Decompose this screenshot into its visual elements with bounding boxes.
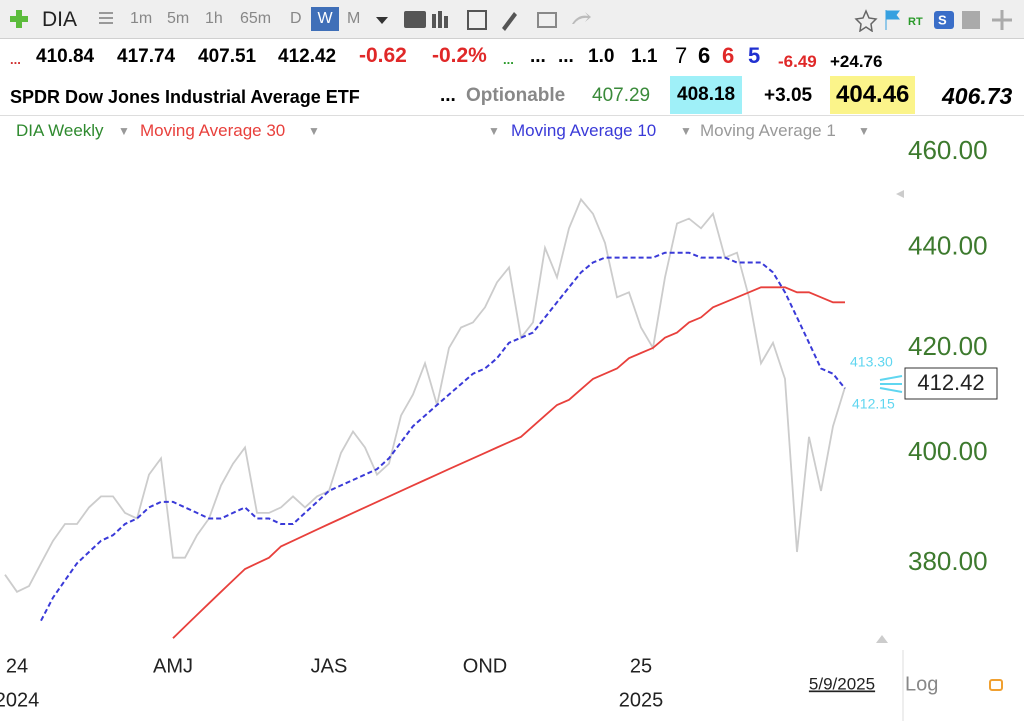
price-tag: 413.30 — [850, 354, 893, 370]
x-tick-label: JAS — [311, 655, 348, 677]
timeframe[interactable]: 1h — [205, 10, 223, 27]
y-tick-label: 420.00 — [908, 331, 988, 361]
svg-text:S: S — [938, 12, 947, 27]
last-price-label: 412.42 — [917, 370, 984, 395]
low: 407.51 — [198, 46, 257, 67]
series-line — [4, 197, 846, 593]
legend-item[interactable]: Moving Average 1 — [700, 121, 836, 140]
quote-field: ... — [530, 46, 546, 67]
y-tick-label: 460.00 — [908, 135, 988, 165]
x-year-label: 2025 — [619, 689, 664, 711]
change-pct: -0.2% — [432, 44, 487, 67]
svg-text:RT: RT — [908, 16, 923, 28]
scroll-arrow — [876, 635, 888, 643]
settings-icon[interactable] — [989, 679, 1003, 691]
series-line — [172, 286, 845, 639]
quote-field: -6.49 — [778, 52, 817, 71]
legend-item[interactable]: Moving Average 10 — [511, 121, 657, 140]
price-highlight: 408.18 — [670, 76, 743, 114]
x-tick-label: OND — [463, 655, 507, 677]
rank: 6 — [698, 43, 711, 68]
symbol[interactable]: DIA — [42, 8, 78, 31]
timeframe[interactable]: 65m — [240, 10, 272, 27]
date-label[interactable]: 5/9/2025 — [809, 674, 875, 693]
more: ... — [440, 85, 456, 106]
rank: 5 — [748, 43, 761, 68]
timeframe[interactable]: 1m — [130, 10, 153, 27]
y-tick-label: 400.00 — [908, 436, 988, 466]
x-tick-label: AMJ — [153, 655, 193, 677]
x-tick-label: 24 — [6, 655, 28, 677]
timeframe-selected[interactable]: W — [311, 7, 339, 31]
high: 417.74 — [117, 46, 176, 67]
series-line — [40, 251, 846, 622]
y-tick-label: 380.00 — [908, 546, 988, 576]
status-dots: ... — [10, 52, 21, 67]
security-name: SPDR Dow Jones Industrial Average ETF — [10, 87, 360, 107]
change: -0.62 — [359, 44, 407, 67]
add-icon[interactable] — [8, 8, 30, 30]
timeframe[interactable]: 5m — [167, 10, 190, 27]
last-price-box — [904, 367, 998, 400]
toolbar-icons[interactable]: RT S — [372, 8, 1024, 32]
quote-field: 1.1 — [631, 46, 658, 67]
price-change: +3.05 — [764, 85, 813, 106]
legend-arrow[interactable]: ▼ — [858, 124, 870, 138]
legend-item[interactable]: Moving Average 30 — [140, 121, 286, 140]
close: 412.42 — [278, 46, 337, 67]
rank: 7 — [675, 43, 688, 68]
price: 407.29 — [592, 85, 651, 106]
quote-field: +24.76 — [830, 52, 883, 71]
price: 406.73 — [942, 83, 1013, 109]
y-tick-label: 440.00 — [908, 231, 988, 261]
scroll-arrow — [896, 190, 904, 198]
optionable: Optionable — [466, 85, 566, 106]
legend-arrow[interactable]: ▼ — [308, 124, 320, 138]
price-tag-arrows — [879, 375, 903, 393]
legend-arrow[interactable]: ▼ — [488, 124, 500, 138]
x-tick-label: 25 — [630, 655, 652, 677]
price-highlight: 404.46 — [830, 76, 916, 114]
timeframe[interactable]: D — [290, 10, 302, 27]
x-year-label: 2024 — [0, 689, 39, 711]
scale-toggle[interactable]: Log — [905, 673, 938, 695]
legend-arrow[interactable]: ▼ — [118, 124, 130, 138]
rank: 6 — [722, 43, 735, 68]
price-tag: 412.15 — [852, 396, 895, 412]
quote-field: ... — [558, 46, 574, 67]
separator — [0, 115, 1024, 116]
status-dots: ... — [503, 52, 514, 67]
menu-icon[interactable] — [98, 10, 114, 26]
open: 410.84 — [36, 46, 95, 67]
timeframe[interactable]: M — [347, 10, 361, 27]
legend-arrow[interactable]: ▼ — [680, 124, 692, 138]
quote-field: 1.0 — [588, 46, 615, 67]
legend-item[interactable]: DIA Weekly — [16, 121, 104, 140]
